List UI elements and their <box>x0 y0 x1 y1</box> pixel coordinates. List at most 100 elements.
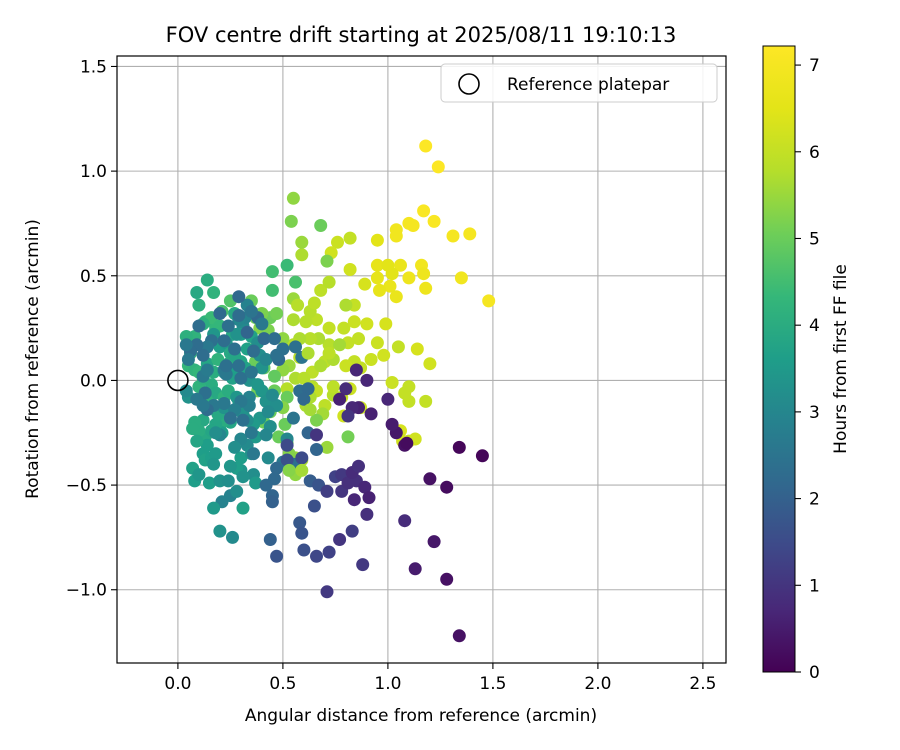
data-point <box>322 545 336 559</box>
legend: Reference platepar <box>440 63 718 103</box>
data-point <box>389 290 403 304</box>
data-point <box>307 296 321 310</box>
data-point <box>200 273 214 287</box>
data-point <box>427 214 441 228</box>
data-point <box>263 533 277 546</box>
data-point <box>452 440 466 454</box>
x-tick-label: 1.0 <box>374 674 401 694</box>
data-point <box>349 363 363 377</box>
data-point <box>370 233 384 247</box>
plot-frame <box>116 55 727 664</box>
data-point <box>381 392 395 406</box>
data-point <box>391 340 405 354</box>
x-tick-label: 2.5 <box>689 674 716 694</box>
data-point <box>280 258 294 272</box>
data-point <box>423 472 437 486</box>
data-point <box>454 271 468 285</box>
data-point <box>265 265 279 279</box>
data-point <box>347 315 361 329</box>
data-point <box>463 227 477 241</box>
data-point <box>179 338 193 352</box>
data-point <box>364 353 378 366</box>
data-point <box>244 426 258 440</box>
colorbar-ticks: 0 1 2 3 4 5 6 7 <box>795 56 820 683</box>
data-point <box>341 409 355 423</box>
data-point <box>299 315 313 329</box>
data-point <box>228 342 242 356</box>
data-point <box>331 235 344 249</box>
data-point <box>360 373 374 387</box>
data-point <box>228 440 242 454</box>
legend-marker-reference-platepar <box>458 73 480 95</box>
data-point <box>280 390 294 404</box>
data-point <box>280 453 294 467</box>
colorbar-tick-label: 7 <box>809 56 820 76</box>
data-point <box>301 382 315 396</box>
data-point <box>255 317 269 331</box>
data-point <box>219 359 233 373</box>
colorbar: 0 1 2 3 4 5 6 7 Hours from first FF file <box>762 45 851 683</box>
data-point <box>322 275 336 289</box>
data-point <box>320 440 334 454</box>
x-tick-label: 0.0 <box>164 674 191 694</box>
data-point <box>213 307 227 320</box>
data-point <box>291 298 305 312</box>
data-point <box>394 258 407 272</box>
y-tick-label: 0.0 <box>80 371 107 391</box>
data-point <box>236 501 250 515</box>
data-point <box>383 279 397 293</box>
data-point <box>259 478 273 492</box>
data-point <box>326 380 340 394</box>
data-point <box>190 392 204 406</box>
data-point <box>282 463 296 477</box>
data-point <box>270 549 284 563</box>
colorbar-tick-label: 3 <box>809 403 820 423</box>
colorbar-tick-label: 1 <box>809 576 820 596</box>
data-point <box>417 267 431 281</box>
data-point <box>347 493 361 507</box>
data-point <box>247 344 260 358</box>
data-point <box>257 332 271 346</box>
colorbar-tick-label: 2 <box>809 490 820 510</box>
data-point <box>398 514 412 528</box>
legend-label-reference-platepar: Reference platepar <box>507 75 669 95</box>
data-point <box>259 428 273 442</box>
data-point <box>310 443 323 456</box>
y-tick-label: 1.0 <box>80 162 107 182</box>
data-point <box>186 422 200 436</box>
data-point <box>345 524 359 538</box>
data-point <box>295 463 309 477</box>
data-point <box>179 384 193 398</box>
data-point <box>307 499 321 513</box>
x-tick-label: 0.5 <box>269 674 296 694</box>
data-point <box>385 376 399 389</box>
data-point <box>207 501 221 515</box>
data-point <box>286 191 300 205</box>
data-point <box>192 319 206 333</box>
data-point <box>244 304 258 318</box>
data-point <box>406 219 420 232</box>
data-point <box>295 235 309 249</box>
data-point <box>310 428 323 442</box>
data-point <box>301 346 315 360</box>
x-tick-label: 2.0 <box>584 674 611 694</box>
data-point <box>240 325 254 339</box>
data-point <box>293 516 307 530</box>
data-point <box>358 480 372 494</box>
data-point <box>303 332 317 346</box>
data-point <box>419 281 433 295</box>
data-point <box>339 298 353 312</box>
data-point <box>234 371 248 385</box>
x-tick-label: 1.5 <box>479 674 506 694</box>
colorbar-tick-label: 6 <box>809 143 820 163</box>
y-axis-ticks: −1.0 −0.5 0.0 0.5 1.0 1.5 <box>66 57 117 601</box>
data-point <box>452 629 466 643</box>
data-point <box>232 309 246 322</box>
data-point <box>320 585 334 599</box>
data-point <box>181 353 195 366</box>
data-point <box>265 388 279 402</box>
data-point <box>230 484 244 498</box>
data-point <box>284 214 298 228</box>
data-point <box>255 384 269 398</box>
